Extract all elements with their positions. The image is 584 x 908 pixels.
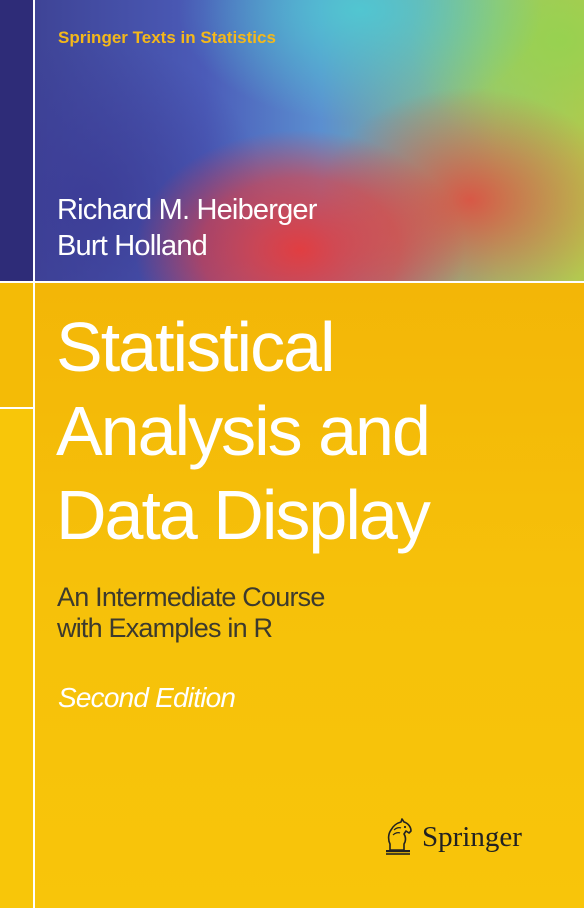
left-strip-a <box>0 283 33 406</box>
author-name: Burt Holland <box>57 230 208 262</box>
horizontal-divider <box>0 281 584 283</box>
book-title: Statistical Analysis and Data Display <box>56 305 431 557</box>
series-name: Springer Texts in Statistics <box>58 28 276 47</box>
title-line: Statistical <box>56 308 336 386</box>
subtitle-line: with Examples in R <box>57 613 273 643</box>
cover-yellow-area <box>0 283 584 908</box>
short-divider <box>0 407 33 409</box>
authors: Richard M. Heiberger Burt Holland <box>57 192 317 264</box>
vertical-divider <box>33 0 35 908</box>
title-line: Analysis and <box>56 392 431 470</box>
author-name: Richard M. Heiberger <box>57 194 317 226</box>
springer-horse-icon <box>386 818 412 855</box>
title-line: Data Display <box>56 476 431 554</box>
left-strip-top <box>0 0 33 282</box>
publisher-name: Springer <box>422 820 522 853</box>
publisher-logo: Springer <box>382 818 522 856</box>
edition-label: Second Edition <box>58 682 236 713</box>
book-subtitle: An Intermediate Course with Examples in … <box>57 582 325 644</box>
subtitle-line: An Intermediate Course <box>57 582 325 612</box>
left-strip-b <box>0 408 33 908</box>
cover-gradient-band <box>0 0 584 282</box>
